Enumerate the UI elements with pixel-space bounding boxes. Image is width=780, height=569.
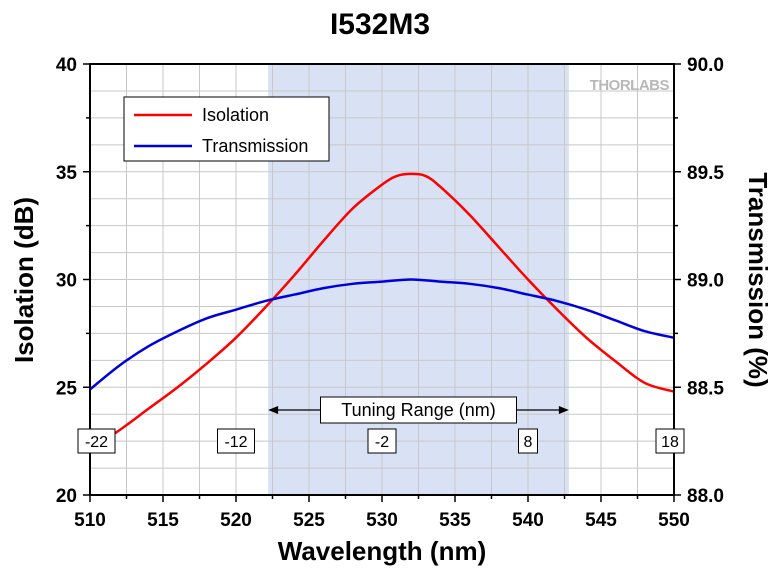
offset-label-box (77, 428, 116, 454)
y-right-tick-label: 89.0 (687, 271, 724, 292)
x-tick-label: 550 (658, 510, 690, 531)
y-left-tick-label: 40 (56, 55, 77, 76)
x-tick-labels: 510 515 520 525 530 535 540 545 550 (74, 510, 690, 531)
offset-label: 8 (518, 428, 538, 454)
offset-label-text: -12 (224, 434, 247, 451)
y-right-axis-label: Transmission (%) (743, 172, 773, 387)
legend-label-transmission: Transmission (202, 136, 308, 156)
x-tick-label: 520 (220, 510, 252, 531)
y-left-tick-label: 20 (56, 486, 77, 507)
offset-label-box (518, 428, 538, 454)
y-right-tick-label: 89.5 (687, 163, 724, 184)
x-tick-label: 545 (585, 510, 617, 531)
tuning-range-label-box (320, 396, 517, 424)
chart-title: I532M3 (330, 8, 430, 41)
y-left-axis-label: Isolation (dB) (9, 197, 39, 363)
tick-marks (83, 63, 681, 502)
arrowhead-left-icon (268, 406, 279, 414)
legend: Isolation Transmission (123, 96, 330, 162)
y-left-tick-label: 25 (56, 378, 78, 399)
tuning-range-label: Tuning Range (nm) (341, 400, 495, 420)
offset-label-text: 18 (661, 434, 679, 451)
offset-labels: -22 -12 -2 8 18 (77, 428, 685, 454)
offset-label-text: 8 (524, 434, 533, 451)
y-right-tick-labels: 88.0 88.5 89.0 89.5 90.0 (687, 55, 724, 507)
legend-label-isolation: Isolation (202, 105, 269, 125)
offset-label-text: -2 (375, 434, 389, 451)
x-tick-label: 525 (293, 510, 325, 531)
y-left-tick-label: 35 (56, 163, 78, 184)
offset-label-text: -22 (85, 434, 108, 451)
offset-label: -2 (367, 428, 397, 454)
x-tick-label: 510 (74, 510, 106, 531)
arrowhead-right-icon (558, 406, 569, 414)
x-tick-label: 515 (147, 510, 179, 531)
offset-label-box (217, 428, 255, 454)
thorlabs-logo: THORLABS (590, 77, 670, 94)
x-tick-label: 530 (366, 510, 398, 531)
x-axis-label: Wavelength (nm) (278, 536, 486, 566)
legend-box (123, 96, 330, 162)
x-tick-label: 540 (512, 510, 544, 531)
y-left-tick-labels: 20 25 30 35 40 (56, 55, 78, 507)
offset-label: -12 (217, 428, 255, 454)
offset-label-box (367, 428, 397, 454)
offset-label-box (655, 428, 685, 454)
series-line-isolation (89, 172, 675, 451)
series-group (89, 172, 675, 451)
y-right-tick-label: 88.5 (687, 378, 724, 399)
y-right-tick-label: 90.0 (687, 55, 724, 76)
offset-label: -22 (77, 428, 116, 454)
x-tick-label: 535 (439, 510, 471, 531)
tuning-range-annotation: Tuning Range (nm) (268, 396, 569, 424)
offset-label: 18 (655, 428, 685, 454)
y-right-tick-label: 88.0 (687, 486, 724, 507)
series-line-transmission (89, 278, 675, 391)
y-left-tick-label: 30 (56, 271, 77, 292)
